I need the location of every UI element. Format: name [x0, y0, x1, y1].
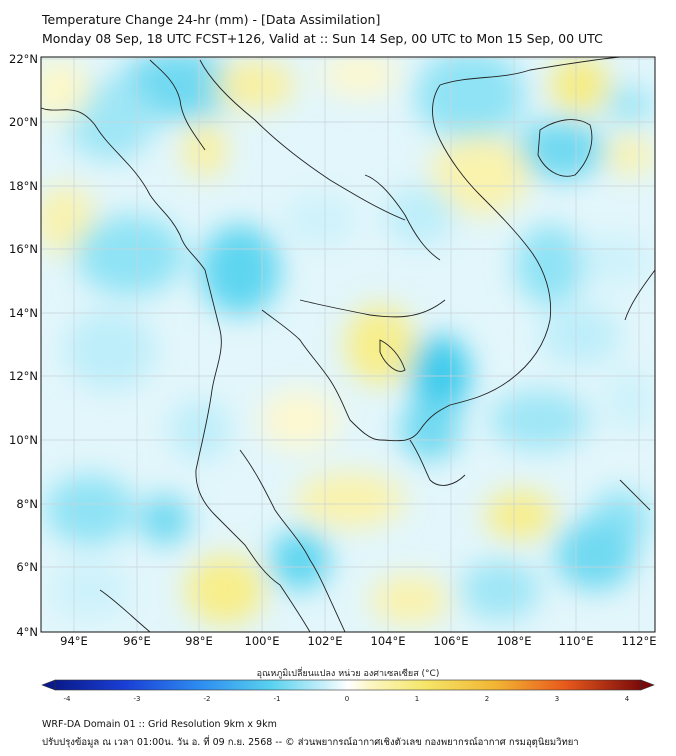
lat-tick-label: 10°N [9, 433, 38, 447]
lat-tick-label: 18°N [9, 179, 38, 193]
plot-frame [40, 56, 656, 633]
colorbar-tick-label: 3 [555, 695, 559, 703]
colorbar-tick-label: 0 [345, 695, 349, 703]
colorbar-title: อุณหภูมิเปลี่ยนแปลง หน่วย องศาเซลเซียส (… [257, 666, 440, 679]
lon-tick-label: 110°E [559, 634, 594, 648]
colorbar-extend-high [640, 679, 655, 691]
lon-tick-label: 96°E [123, 634, 151, 648]
lon-tick-label: 104°E [371, 634, 406, 648]
lon-tick-labels: 94°E 96°E 98°E 100°E 102°E 104°E 106°E 1… [60, 634, 656, 648]
lat-tick-label: 16°N [9, 242, 38, 256]
lon-tick-label: 108°E [497, 634, 532, 648]
lat-tick-label: 22°N [9, 52, 38, 66]
colorbar-ticks: -4 -3 -2 -1 0 1 2 3 4 [64, 695, 630, 703]
lat-tick-label: 12°N [9, 369, 38, 383]
colorbar [41, 679, 655, 691]
lon-tick-label: 106°E [434, 634, 469, 648]
colorbar-tick-label: -3 [134, 695, 141, 703]
lon-tick-label: 100°E [245, 634, 280, 648]
colorbar-extend-low [41, 679, 56, 691]
lat-tick-label: 8°N [16, 497, 38, 511]
colorbar-gradient [54, 679, 642, 691]
temperature-field [41, 57, 655, 632]
map-title: Temperature Change 24-hr (mm) - [Data As… [42, 12, 381, 27]
lat-tick-label: 20°N [9, 115, 38, 129]
weather-map: 94°E 96°E 98°E 100°E 102°E 104°E 106°E 1… [9, 52, 656, 703]
lat-tick-label: 14°N [9, 306, 38, 320]
lat-tick-label: 4°N [16, 625, 38, 639]
coastlines [41, 57, 655, 632]
map-subtitle: Monday 08 Sep, 18 UTC FCST+126, Valid at… [42, 31, 603, 46]
colorbar-tick-label: -2 [204, 695, 211, 703]
colorbar-tick-label: 2 [485, 695, 489, 703]
lat-tick-labels: 22°N 20°N 18°N 16°N 14°N 12°N 10°N 8°N 6… [9, 52, 38, 639]
lon-tick-label: 102°E [308, 634, 343, 648]
footer-model-info: WRF-DA Domain 01 :: Grid Resolution 9km … [42, 719, 277, 730]
colorbar-tick-label: 4 [625, 695, 630, 703]
lon-tick-label: 94°E [60, 634, 88, 648]
lon-tick-label: 112°E [622, 634, 657, 648]
colorbar-tick-label: 1 [415, 695, 419, 703]
lat-tick-label: 6°N [16, 560, 38, 574]
colorbar-tick-label: -4 [64, 695, 72, 703]
colorbar-tick-label: -1 [274, 695, 281, 703]
gridlines [41, 57, 655, 632]
lon-tick-label: 98°E [185, 634, 213, 648]
footer-credit: ปรับปรุงข้อมูล ณ เวลา 01:00น. วัน อ. ที่… [42, 737, 579, 748]
